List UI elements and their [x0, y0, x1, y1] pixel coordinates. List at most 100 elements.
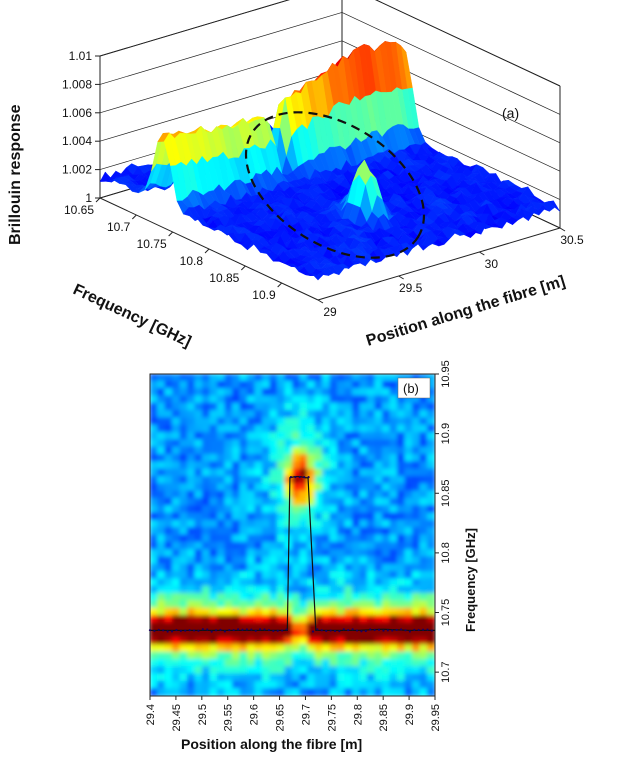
heatmap-cell: [232, 593, 241, 602]
heatmap-cell: [374, 454, 384, 463]
heatmap-cell: [150, 607, 159, 617]
heatmap-cell: [262, 402, 271, 412]
heatmap-cell: [232, 541, 241, 551]
heatmap-cell: [389, 468, 399, 478]
heatmap-cell: [337, 578, 346, 587]
heatmap-cell: [359, 417, 369, 426]
heatmap-cell: [292, 680, 301, 690]
heatmap-cell: [172, 483, 181, 492]
heatmap-cell: [359, 497, 369, 507]
heatmap-cell: [344, 483, 354, 492]
heatmap-cell: [172, 475, 181, 485]
heatmap-cell: [157, 673, 166, 683]
heatmap-cell: [194, 512, 204, 522]
heatmap-cell: [427, 374, 435, 383]
heatmap-cell: [307, 563, 316, 573]
heatmap-cell: [307, 402, 316, 412]
heatmap-cell: [299, 680, 309, 690]
heatmap-cell: [157, 380, 166, 390]
heatmap-cell: [277, 585, 286, 595]
heatmap-cell: [164, 424, 174, 434]
heatmap-cell: [187, 439, 196, 448]
heatmap-cell: [359, 556, 369, 565]
heatmap-cell: [382, 607, 391, 617]
heatmap-cell: [277, 629, 286, 639]
heatmap-cell: [157, 688, 166, 696]
heatmap-cell: [292, 658, 301, 668]
heatmap-cell: [397, 475, 406, 485]
heatmap-cell: [254, 417, 264, 426]
peak-trace-marker: [320, 629, 323, 632]
heatmap-cell: [382, 563, 391, 573]
heatmap-cell: [269, 388, 279, 397]
heatmap-cell: [292, 629, 301, 639]
heatmap-cell: [427, 439, 435, 448]
heatmap-cell: [254, 402, 264, 412]
heatmap-cell: [172, 666, 181, 675]
heatmap-cell: [247, 475, 256, 485]
frequency-tick-label: 10.75: [137, 237, 167, 251]
heatmap-cell: [284, 680, 294, 690]
heatmap-cell: [314, 395, 324, 404]
heatmap-cell: [329, 600, 339, 609]
heatmap-cell: [202, 688, 211, 696]
heatmap-cell: [329, 402, 339, 412]
heatmap-cell: [367, 615, 376, 624]
heatmap-cell: [389, 644, 399, 653]
heatmap-cell: [179, 549, 189, 558]
peak-trace-marker: [338, 630, 341, 633]
position-tick-label: 30.5: [560, 233, 584, 247]
heatmap-cell: [194, 556, 204, 565]
heatmap-cell: [150, 446, 159, 456]
heatmap-cell: [254, 475, 264, 485]
heatmap-cell: [157, 644, 166, 653]
heatmap-cell: [322, 439, 331, 448]
heatmap-cell: [164, 512, 174, 522]
heatmap-cell: [389, 666, 399, 675]
heatmap-cell: [262, 658, 271, 668]
heatmap-cell: [412, 658, 421, 668]
heatmap-cell: [179, 644, 189, 653]
heatmap-cell: [172, 585, 181, 595]
heatmap-cell: [427, 585, 435, 595]
panel-a-surface-plot: 1.011.0081.0061.0041.002110.6510.710.751…: [7, 0, 584, 351]
heatmap-cell: [329, 483, 339, 492]
heatmap-cell: [269, 658, 279, 668]
heatmap-cell: [397, 505, 406, 514]
peak-trace-marker: [373, 628, 376, 632]
heatmap-cell: [307, 651, 316, 661]
heatmap-cell: [299, 636, 309, 646]
heatmap-cell: [367, 527, 376, 536]
heatmap-cell: [367, 388, 376, 397]
heatmap-cell: [299, 673, 309, 683]
heatmap-cell: [329, 461, 339, 470]
heatmap-cell: [299, 505, 309, 514]
heatmap-cell: [374, 374, 384, 383]
heatmap-cell: [284, 578, 294, 587]
heatmap-cell: [284, 410, 294, 419]
heatmap-cell: [322, 571, 331, 580]
heatmap-cell: [157, 468, 166, 478]
heatmap-cell: [337, 629, 346, 639]
heatmap-cell: [427, 454, 435, 463]
heatmap-cell: [322, 607, 331, 617]
heatmap-cell: [404, 556, 414, 565]
heatmap-cell: [322, 673, 331, 683]
heatmap-cell: [217, 556, 226, 565]
heatmap-cell: [427, 549, 435, 558]
heatmap-cell: [404, 534, 414, 544]
heatmap-cell: [209, 461, 219, 470]
heatmap-cell: [344, 636, 354, 646]
heatmap-cell: [269, 490, 279, 500]
heatmap-cell: [359, 512, 369, 522]
heatmap-cell: [427, 432, 435, 441]
x-tick-label: 29.75: [326, 704, 338, 732]
heatmap-cell: [262, 541, 271, 551]
heatmap-cell: [344, 571, 354, 580]
heatmap-cell: [412, 534, 421, 544]
heatmap-cell: [329, 454, 339, 463]
heatmap-cell: [419, 490, 429, 500]
heatmap-cell: [247, 534, 256, 544]
heatmap-cell: [232, 534, 241, 544]
heatmap-cell: [314, 490, 324, 500]
